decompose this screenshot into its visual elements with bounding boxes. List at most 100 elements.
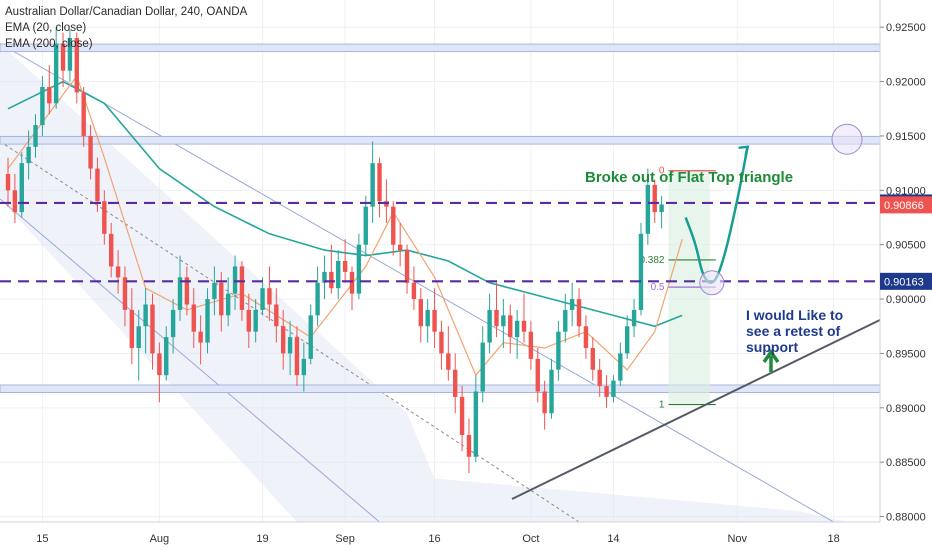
candle-body xyxy=(611,380,616,397)
price-tick-label: 0.92000 xyxy=(886,77,926,89)
price-tick-label: 0.88000 xyxy=(886,512,926,524)
candle-body xyxy=(294,337,300,376)
retest-circle xyxy=(699,270,725,296)
retest-note-line2: see a retest of xyxy=(746,323,840,339)
candle-body xyxy=(122,277,128,310)
candle-body xyxy=(645,184,651,234)
candle-body xyxy=(239,266,245,310)
fib-level-label: 0.5 xyxy=(651,282,665,293)
candle-body xyxy=(590,348,595,370)
time-tick-label: Sep xyxy=(335,533,355,545)
candle-body xyxy=(287,337,293,354)
channel-upper-line xyxy=(0,43,834,523)
fib-level-label: 0.382 xyxy=(639,255,664,266)
candle-body xyxy=(281,326,286,354)
candle-body xyxy=(604,386,609,397)
candle-body xyxy=(466,435,472,457)
price-tick-label: 0.89000 xyxy=(886,403,926,415)
time-tick-label: 19 xyxy=(256,533,268,545)
time-tick-label: 15 xyxy=(36,533,48,545)
candle-body xyxy=(177,277,183,310)
price-tag-bg xyxy=(880,196,932,214)
price-tick-label: 0.90000 xyxy=(886,294,926,306)
sr-band xyxy=(0,384,881,393)
time-axis[interactable]: 15 Aug 19 Sep 16 Oct 14 Nov 18 xyxy=(0,521,880,545)
time-tick-label: Aug xyxy=(150,533,170,545)
price-axis[interactable]: 0.92500 0.92000 0.91500 0.91000 0.90500 0.900… xyxy=(879,0,932,550)
candle-body xyxy=(322,271,327,283)
candle-body xyxy=(432,309,437,332)
candle-body xyxy=(521,320,527,332)
candle-body xyxy=(157,353,162,376)
candle-body xyxy=(12,190,18,213)
fib-level-label: 0 xyxy=(659,166,665,177)
candle-body xyxy=(535,358,540,392)
candle-body xyxy=(53,43,59,104)
candle-body xyxy=(253,309,258,332)
price-tick-label: 0.91500 xyxy=(886,131,926,143)
candle-body xyxy=(363,206,368,245)
candle-body xyxy=(514,320,520,338)
candle-body xyxy=(576,299,582,327)
time-tick-label: 18 xyxy=(827,533,839,545)
time-tick-label: 16 xyxy=(428,533,440,545)
candle-body xyxy=(549,369,554,414)
candle-body xyxy=(583,326,589,348)
channel-fill xyxy=(0,43,848,522)
candle-body xyxy=(225,293,231,316)
candle-body xyxy=(418,299,423,327)
candles xyxy=(5,27,664,474)
candle-body xyxy=(473,391,479,457)
candle-body xyxy=(219,282,224,316)
candle-body xyxy=(494,309,499,327)
candle-body xyxy=(95,168,100,202)
candle-body xyxy=(109,233,114,267)
candle-body xyxy=(136,326,141,348)
rising-trendline xyxy=(511,317,885,500)
candle-body xyxy=(508,315,513,338)
candle-body xyxy=(342,261,348,272)
target-circle xyxy=(831,123,863,155)
up-arrow-icon xyxy=(762,348,780,372)
time-tick-label: Nov xyxy=(727,533,747,545)
candle-body xyxy=(329,271,334,289)
price-tick-label: 0.90500 xyxy=(886,240,926,252)
candle-body xyxy=(150,304,155,354)
candle-body xyxy=(411,282,417,300)
projection-arrowhead xyxy=(738,145,750,157)
candle-body xyxy=(60,43,66,71)
candle-body xyxy=(356,244,362,294)
candle-body xyxy=(487,309,492,343)
candle-body xyxy=(638,233,644,310)
candle-body xyxy=(370,163,375,207)
candle-body xyxy=(315,282,320,316)
candle-body xyxy=(397,244,403,251)
ema20-legend: EMA (20, close) xyxy=(5,22,87,34)
candle-body xyxy=(246,309,251,332)
candle-body xyxy=(439,331,444,354)
candle-body xyxy=(556,331,561,370)
price-tick-label: 0.88500 xyxy=(886,457,926,469)
candle-body xyxy=(5,174,11,191)
candle-body xyxy=(260,288,265,310)
price-tick-label: 0.89500 xyxy=(886,348,926,360)
fib-level-label: 1 xyxy=(659,400,665,411)
candle-body xyxy=(191,304,196,332)
candle-body xyxy=(597,369,602,387)
candle-body xyxy=(143,304,148,327)
candle-body xyxy=(459,396,465,435)
ema200-legend: EMA (200, close) xyxy=(5,38,93,50)
candle-body xyxy=(377,163,382,202)
candle-body xyxy=(102,201,107,234)
candle-body xyxy=(652,184,657,213)
price-tag-label: 0.90163 xyxy=(884,276,924,288)
price-tick-label: 0.91000 xyxy=(886,185,926,197)
trend-drawings xyxy=(511,123,885,500)
descending-channel xyxy=(0,43,848,523)
candle-body xyxy=(232,266,238,294)
dashed-levels xyxy=(0,201,880,283)
price-tag-bg xyxy=(880,272,932,290)
candle-body xyxy=(349,271,355,294)
channel-mid-line xyxy=(0,140,580,523)
